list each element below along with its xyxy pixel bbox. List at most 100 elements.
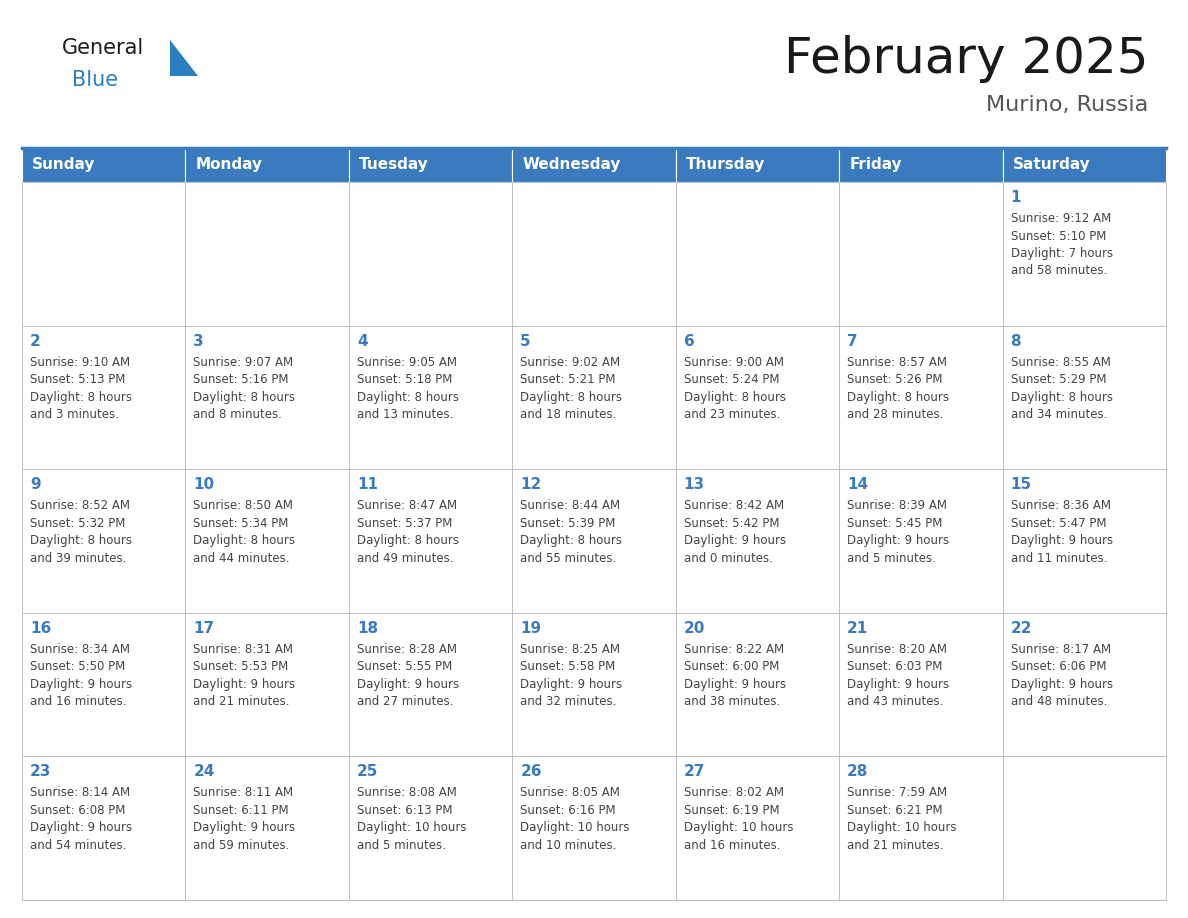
Bar bbox=[1003, 469, 1165, 613]
Bar bbox=[1003, 182, 1165, 326]
Bar bbox=[185, 469, 349, 613]
Bar bbox=[676, 469, 839, 613]
Text: General: General bbox=[62, 38, 144, 58]
Text: 16: 16 bbox=[30, 621, 51, 636]
Text: 2: 2 bbox=[30, 333, 40, 349]
Text: 11: 11 bbox=[356, 477, 378, 492]
Text: Sunrise: 8:47 AM
Sunset: 5:37 PM
Daylight: 8 hours
and 49 minutes.: Sunrise: 8:47 AM Sunset: 5:37 PM Dayligh… bbox=[356, 499, 459, 565]
Text: 27: 27 bbox=[684, 765, 706, 779]
Text: 18: 18 bbox=[356, 621, 378, 636]
Text: Sunrise: 8:42 AM
Sunset: 5:42 PM
Daylight: 9 hours
and 0 minutes.: Sunrise: 8:42 AM Sunset: 5:42 PM Dayligh… bbox=[684, 499, 785, 565]
Text: 20: 20 bbox=[684, 621, 706, 636]
Text: Sunrise: 8:05 AM
Sunset: 6:16 PM
Daylight: 10 hours
and 10 minutes.: Sunrise: 8:05 AM Sunset: 6:16 PM Dayligh… bbox=[520, 787, 630, 852]
Text: Monday: Monday bbox=[196, 158, 263, 173]
Text: 3: 3 bbox=[194, 333, 204, 349]
Bar bbox=[349, 613, 512, 756]
Text: 9: 9 bbox=[30, 477, 40, 492]
Bar bbox=[1003, 148, 1165, 182]
Text: 6: 6 bbox=[684, 333, 695, 349]
Text: 14: 14 bbox=[847, 477, 868, 492]
Text: 8: 8 bbox=[1011, 333, 1022, 349]
Bar bbox=[23, 148, 185, 182]
Bar bbox=[23, 182, 185, 326]
Text: Saturday: Saturday bbox=[1012, 158, 1091, 173]
Text: Sunrise: 9:00 AM
Sunset: 5:24 PM
Daylight: 8 hours
and 23 minutes.: Sunrise: 9:00 AM Sunset: 5:24 PM Dayligh… bbox=[684, 355, 785, 421]
Bar bbox=[185, 613, 349, 756]
Text: 21: 21 bbox=[847, 621, 868, 636]
Bar bbox=[839, 326, 1003, 469]
Bar bbox=[512, 182, 676, 326]
Bar bbox=[512, 326, 676, 469]
Text: Sunrise: 8:52 AM
Sunset: 5:32 PM
Daylight: 8 hours
and 39 minutes.: Sunrise: 8:52 AM Sunset: 5:32 PM Dayligh… bbox=[30, 499, 132, 565]
Text: Sunrise: 8:44 AM
Sunset: 5:39 PM
Daylight: 8 hours
and 55 minutes.: Sunrise: 8:44 AM Sunset: 5:39 PM Dayligh… bbox=[520, 499, 623, 565]
Bar bbox=[185, 148, 349, 182]
Bar bbox=[512, 469, 676, 613]
Text: Sunrise: 8:28 AM
Sunset: 5:55 PM
Daylight: 9 hours
and 27 minutes.: Sunrise: 8:28 AM Sunset: 5:55 PM Dayligh… bbox=[356, 643, 459, 709]
Text: Sunrise: 8:57 AM
Sunset: 5:26 PM
Daylight: 8 hours
and 28 minutes.: Sunrise: 8:57 AM Sunset: 5:26 PM Dayligh… bbox=[847, 355, 949, 421]
Text: 10: 10 bbox=[194, 477, 215, 492]
Bar bbox=[23, 326, 185, 469]
Bar bbox=[1003, 613, 1165, 756]
Text: Sunrise: 8:17 AM
Sunset: 6:06 PM
Daylight: 9 hours
and 48 minutes.: Sunrise: 8:17 AM Sunset: 6:06 PM Dayligh… bbox=[1011, 643, 1113, 709]
Text: 13: 13 bbox=[684, 477, 704, 492]
Bar bbox=[23, 756, 185, 900]
Text: 22: 22 bbox=[1011, 621, 1032, 636]
Bar bbox=[23, 613, 185, 756]
Text: 5: 5 bbox=[520, 333, 531, 349]
Text: Sunrise: 8:50 AM
Sunset: 5:34 PM
Daylight: 8 hours
and 44 minutes.: Sunrise: 8:50 AM Sunset: 5:34 PM Dayligh… bbox=[194, 499, 296, 565]
Bar bbox=[839, 469, 1003, 613]
Text: Tuesday: Tuesday bbox=[359, 158, 429, 173]
Text: Sunday: Sunday bbox=[32, 158, 95, 173]
Bar bbox=[185, 756, 349, 900]
Text: Sunrise: 8:31 AM
Sunset: 5:53 PM
Daylight: 9 hours
and 21 minutes.: Sunrise: 8:31 AM Sunset: 5:53 PM Dayligh… bbox=[194, 643, 296, 709]
Text: Sunrise: 8:22 AM
Sunset: 6:00 PM
Daylight: 9 hours
and 38 minutes.: Sunrise: 8:22 AM Sunset: 6:00 PM Dayligh… bbox=[684, 643, 785, 709]
Text: 25: 25 bbox=[356, 765, 378, 779]
Text: Sunrise: 9:10 AM
Sunset: 5:13 PM
Daylight: 8 hours
and 3 minutes.: Sunrise: 9:10 AM Sunset: 5:13 PM Dayligh… bbox=[30, 355, 132, 421]
Bar bbox=[185, 326, 349, 469]
Text: Sunrise: 9:12 AM
Sunset: 5:10 PM
Daylight: 7 hours
and 58 minutes.: Sunrise: 9:12 AM Sunset: 5:10 PM Dayligh… bbox=[1011, 212, 1113, 277]
Bar bbox=[676, 613, 839, 756]
Text: 26: 26 bbox=[520, 765, 542, 779]
Text: 7: 7 bbox=[847, 333, 858, 349]
Text: Murino, Russia: Murino, Russia bbox=[986, 95, 1148, 115]
Bar bbox=[512, 148, 676, 182]
Bar bbox=[185, 182, 349, 326]
Text: 23: 23 bbox=[30, 765, 51, 779]
Text: Sunrise: 8:34 AM
Sunset: 5:50 PM
Daylight: 9 hours
and 16 minutes.: Sunrise: 8:34 AM Sunset: 5:50 PM Dayligh… bbox=[30, 643, 132, 709]
Text: Sunrise: 8:20 AM
Sunset: 6:03 PM
Daylight: 9 hours
and 43 minutes.: Sunrise: 8:20 AM Sunset: 6:03 PM Dayligh… bbox=[847, 643, 949, 709]
Bar bbox=[512, 756, 676, 900]
Text: 4: 4 bbox=[356, 333, 367, 349]
Bar bbox=[349, 469, 512, 613]
Bar bbox=[676, 326, 839, 469]
Bar bbox=[676, 756, 839, 900]
Text: Sunrise: 8:39 AM
Sunset: 5:45 PM
Daylight: 9 hours
and 5 minutes.: Sunrise: 8:39 AM Sunset: 5:45 PM Dayligh… bbox=[847, 499, 949, 565]
Text: Sunrise: 8:11 AM
Sunset: 6:11 PM
Daylight: 9 hours
and 59 minutes.: Sunrise: 8:11 AM Sunset: 6:11 PM Dayligh… bbox=[194, 787, 296, 852]
Bar bbox=[349, 756, 512, 900]
Text: Sunrise: 8:08 AM
Sunset: 6:13 PM
Daylight: 10 hours
and 5 minutes.: Sunrise: 8:08 AM Sunset: 6:13 PM Dayligh… bbox=[356, 787, 467, 852]
Text: Friday: Friday bbox=[849, 158, 902, 173]
Text: 28: 28 bbox=[847, 765, 868, 779]
Text: Sunrise: 8:14 AM
Sunset: 6:08 PM
Daylight: 9 hours
and 54 minutes.: Sunrise: 8:14 AM Sunset: 6:08 PM Dayligh… bbox=[30, 787, 132, 852]
Text: Sunrise: 8:36 AM
Sunset: 5:47 PM
Daylight: 9 hours
and 11 minutes.: Sunrise: 8:36 AM Sunset: 5:47 PM Dayligh… bbox=[1011, 499, 1113, 565]
Bar bbox=[839, 756, 1003, 900]
Text: Wednesday: Wednesday bbox=[523, 158, 620, 173]
Bar bbox=[676, 182, 839, 326]
Bar bbox=[512, 613, 676, 756]
Text: 1: 1 bbox=[1011, 190, 1020, 205]
Polygon shape bbox=[170, 40, 198, 76]
Text: 17: 17 bbox=[194, 621, 215, 636]
Text: Sunrise: 8:25 AM
Sunset: 5:58 PM
Daylight: 9 hours
and 32 minutes.: Sunrise: 8:25 AM Sunset: 5:58 PM Dayligh… bbox=[520, 643, 623, 709]
Bar bbox=[349, 182, 512, 326]
Bar bbox=[349, 326, 512, 469]
Text: Sunrise: 9:02 AM
Sunset: 5:21 PM
Daylight: 8 hours
and 18 minutes.: Sunrise: 9:02 AM Sunset: 5:21 PM Dayligh… bbox=[520, 355, 623, 421]
Bar bbox=[349, 148, 512, 182]
Text: 19: 19 bbox=[520, 621, 542, 636]
Text: 24: 24 bbox=[194, 765, 215, 779]
Text: Sunrise: 9:05 AM
Sunset: 5:18 PM
Daylight: 8 hours
and 13 minutes.: Sunrise: 9:05 AM Sunset: 5:18 PM Dayligh… bbox=[356, 355, 459, 421]
Bar bbox=[23, 469, 185, 613]
Text: Sunrise: 7:59 AM
Sunset: 6:21 PM
Daylight: 10 hours
and 21 minutes.: Sunrise: 7:59 AM Sunset: 6:21 PM Dayligh… bbox=[847, 787, 956, 852]
Text: 15: 15 bbox=[1011, 477, 1031, 492]
Text: Sunrise: 9:07 AM
Sunset: 5:16 PM
Daylight: 8 hours
and 8 minutes.: Sunrise: 9:07 AM Sunset: 5:16 PM Dayligh… bbox=[194, 355, 296, 421]
Text: Thursday: Thursday bbox=[685, 158, 765, 173]
Bar bbox=[839, 613, 1003, 756]
